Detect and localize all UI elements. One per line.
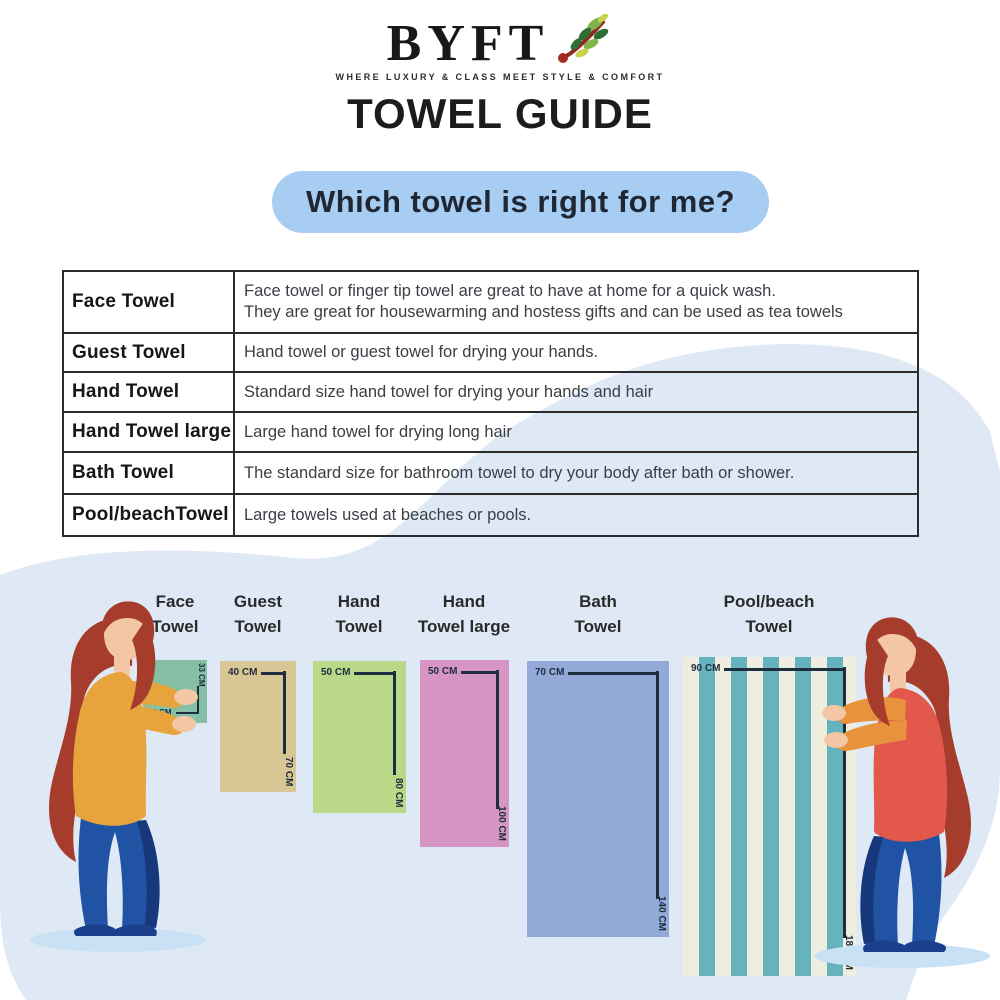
table-row-name: Hand Towel xyxy=(64,373,235,413)
label-line: Towel xyxy=(574,616,622,636)
width-label: 70 CM xyxy=(535,667,565,678)
woman-figure-left xyxy=(18,590,218,955)
table-row-description: Large hand towel for drying long hair xyxy=(235,413,917,453)
height-label: 100 CM xyxy=(496,805,507,841)
size-label-bath-towel: Bath Towel xyxy=(523,590,673,639)
label-line: Towel large xyxy=(417,616,511,636)
label-line: Face xyxy=(155,592,195,611)
dimension-line xyxy=(261,671,286,675)
description-line: The standard size for bathroom towel to … xyxy=(244,463,795,482)
towel-swatch-bath: 70 CM 140 CM xyxy=(527,661,669,937)
woman-figure-right xyxy=(802,606,1000,971)
brand-name: BYFT xyxy=(386,15,550,72)
size-label-hand-towel-large: Hand Towel large xyxy=(389,590,539,639)
dimension-line xyxy=(568,671,659,675)
width-label: 50 CM xyxy=(428,666,458,677)
towel-swatch-hand: 50 CM 80 CM xyxy=(313,661,406,813)
height-label: 140 CM xyxy=(656,895,667,931)
label-line: Towel xyxy=(234,616,282,636)
table-row-name: Pool/beachTowel xyxy=(64,495,235,535)
table-row-description: Hand towel or guest towel for drying you… xyxy=(235,334,917,373)
size-label-hand-towel: Hand Towel xyxy=(284,590,434,639)
description-line: They are great for housewarming and host… xyxy=(244,303,843,321)
label-line: Hand xyxy=(442,592,486,611)
description-line: Large towels used at beaches or pools. xyxy=(244,505,532,524)
description-line: Standard size hand towel for drying your… xyxy=(244,382,654,401)
size-label-guest-towel: Guest Towel xyxy=(183,590,333,639)
label-line: Towel xyxy=(335,616,383,636)
label-line: Hand xyxy=(337,592,381,611)
dimension-line xyxy=(175,712,199,714)
height-label: 80 CM xyxy=(393,777,404,807)
leaf-icon xyxy=(558,14,609,63)
table-row-description: Standard size hand towel for drying your… xyxy=(235,373,917,413)
figure-shadow xyxy=(30,928,206,952)
dimension-line xyxy=(656,671,659,899)
size-label-face-towel: Face Towel xyxy=(100,590,250,639)
dimension-line xyxy=(724,667,846,671)
brand-tagline: WHERE LUXURY & CLASS MEET STYLE & COMFOR… xyxy=(335,72,665,82)
label-line: Guest xyxy=(233,592,283,611)
header: BYFT WHERE LUXURY & CLASS MEET STYLE & C… xyxy=(0,14,1000,138)
dimension-line xyxy=(197,686,199,714)
width-label: 50 CM xyxy=(321,667,351,678)
brand-logo: BYFT xyxy=(0,14,1000,72)
dimension-line xyxy=(393,671,396,775)
width-dimension: 70 CM xyxy=(535,668,659,678)
towel-guide-table: Face Towel Face towel or finger tip towe… xyxy=(62,270,919,537)
height-label: 70 CM xyxy=(283,756,294,786)
table-row-name: Bath Towel xyxy=(64,453,235,495)
figure-shadow xyxy=(814,944,990,968)
dimension-line xyxy=(496,670,499,809)
towel-swatch-hand-large: 50 CM 100 CM xyxy=(420,660,509,847)
description-line: Hand towel or guest towel for drying you… xyxy=(244,343,599,362)
banner-question: Which towel is right for me? xyxy=(272,171,769,233)
woman-illustration xyxy=(30,601,206,952)
dimension-line xyxy=(283,671,286,754)
dimension-line xyxy=(354,671,396,675)
width-label: 90 CM xyxy=(691,663,721,674)
label-line: Pool/beach xyxy=(723,592,815,611)
table-row-name: Face Towel xyxy=(64,272,235,334)
width-dimension: 50 CM xyxy=(321,668,396,678)
table-row-name: Guest Towel xyxy=(64,334,235,373)
table-row-description: The standard size for bathroom towel to … xyxy=(235,453,917,495)
table-row-description: Large towels used at beaches or pools. xyxy=(235,495,917,535)
label-line: Towel xyxy=(745,616,793,636)
width-dimension: 90 CM xyxy=(691,664,846,674)
description-line: Face towel or finger tip towel are great… xyxy=(244,282,776,301)
width-dimension: 50 CM xyxy=(428,667,499,677)
width-label: 40 CM xyxy=(228,667,258,678)
dimension-line xyxy=(461,670,499,674)
woman-illustration xyxy=(814,617,990,968)
page-title: TOWEL GUIDE xyxy=(347,90,653,137)
table-row-name: Hand Towel large xyxy=(64,413,235,453)
width-dimension: 40 CM xyxy=(228,668,286,678)
table-row-description: Face towel or finger tip towel are great… xyxy=(235,272,917,334)
label-line: Bath xyxy=(579,592,617,611)
label-line: Towel xyxy=(151,616,199,636)
description-line: Large hand towel for drying long hair xyxy=(244,422,512,441)
height-label: 33 CM xyxy=(197,663,206,687)
towel-swatch-guest: 40 CM 70 CM xyxy=(220,661,296,792)
dimension-line xyxy=(843,667,846,938)
size-label-pool-beach-towel: Pool/beach Towel xyxy=(694,590,844,639)
